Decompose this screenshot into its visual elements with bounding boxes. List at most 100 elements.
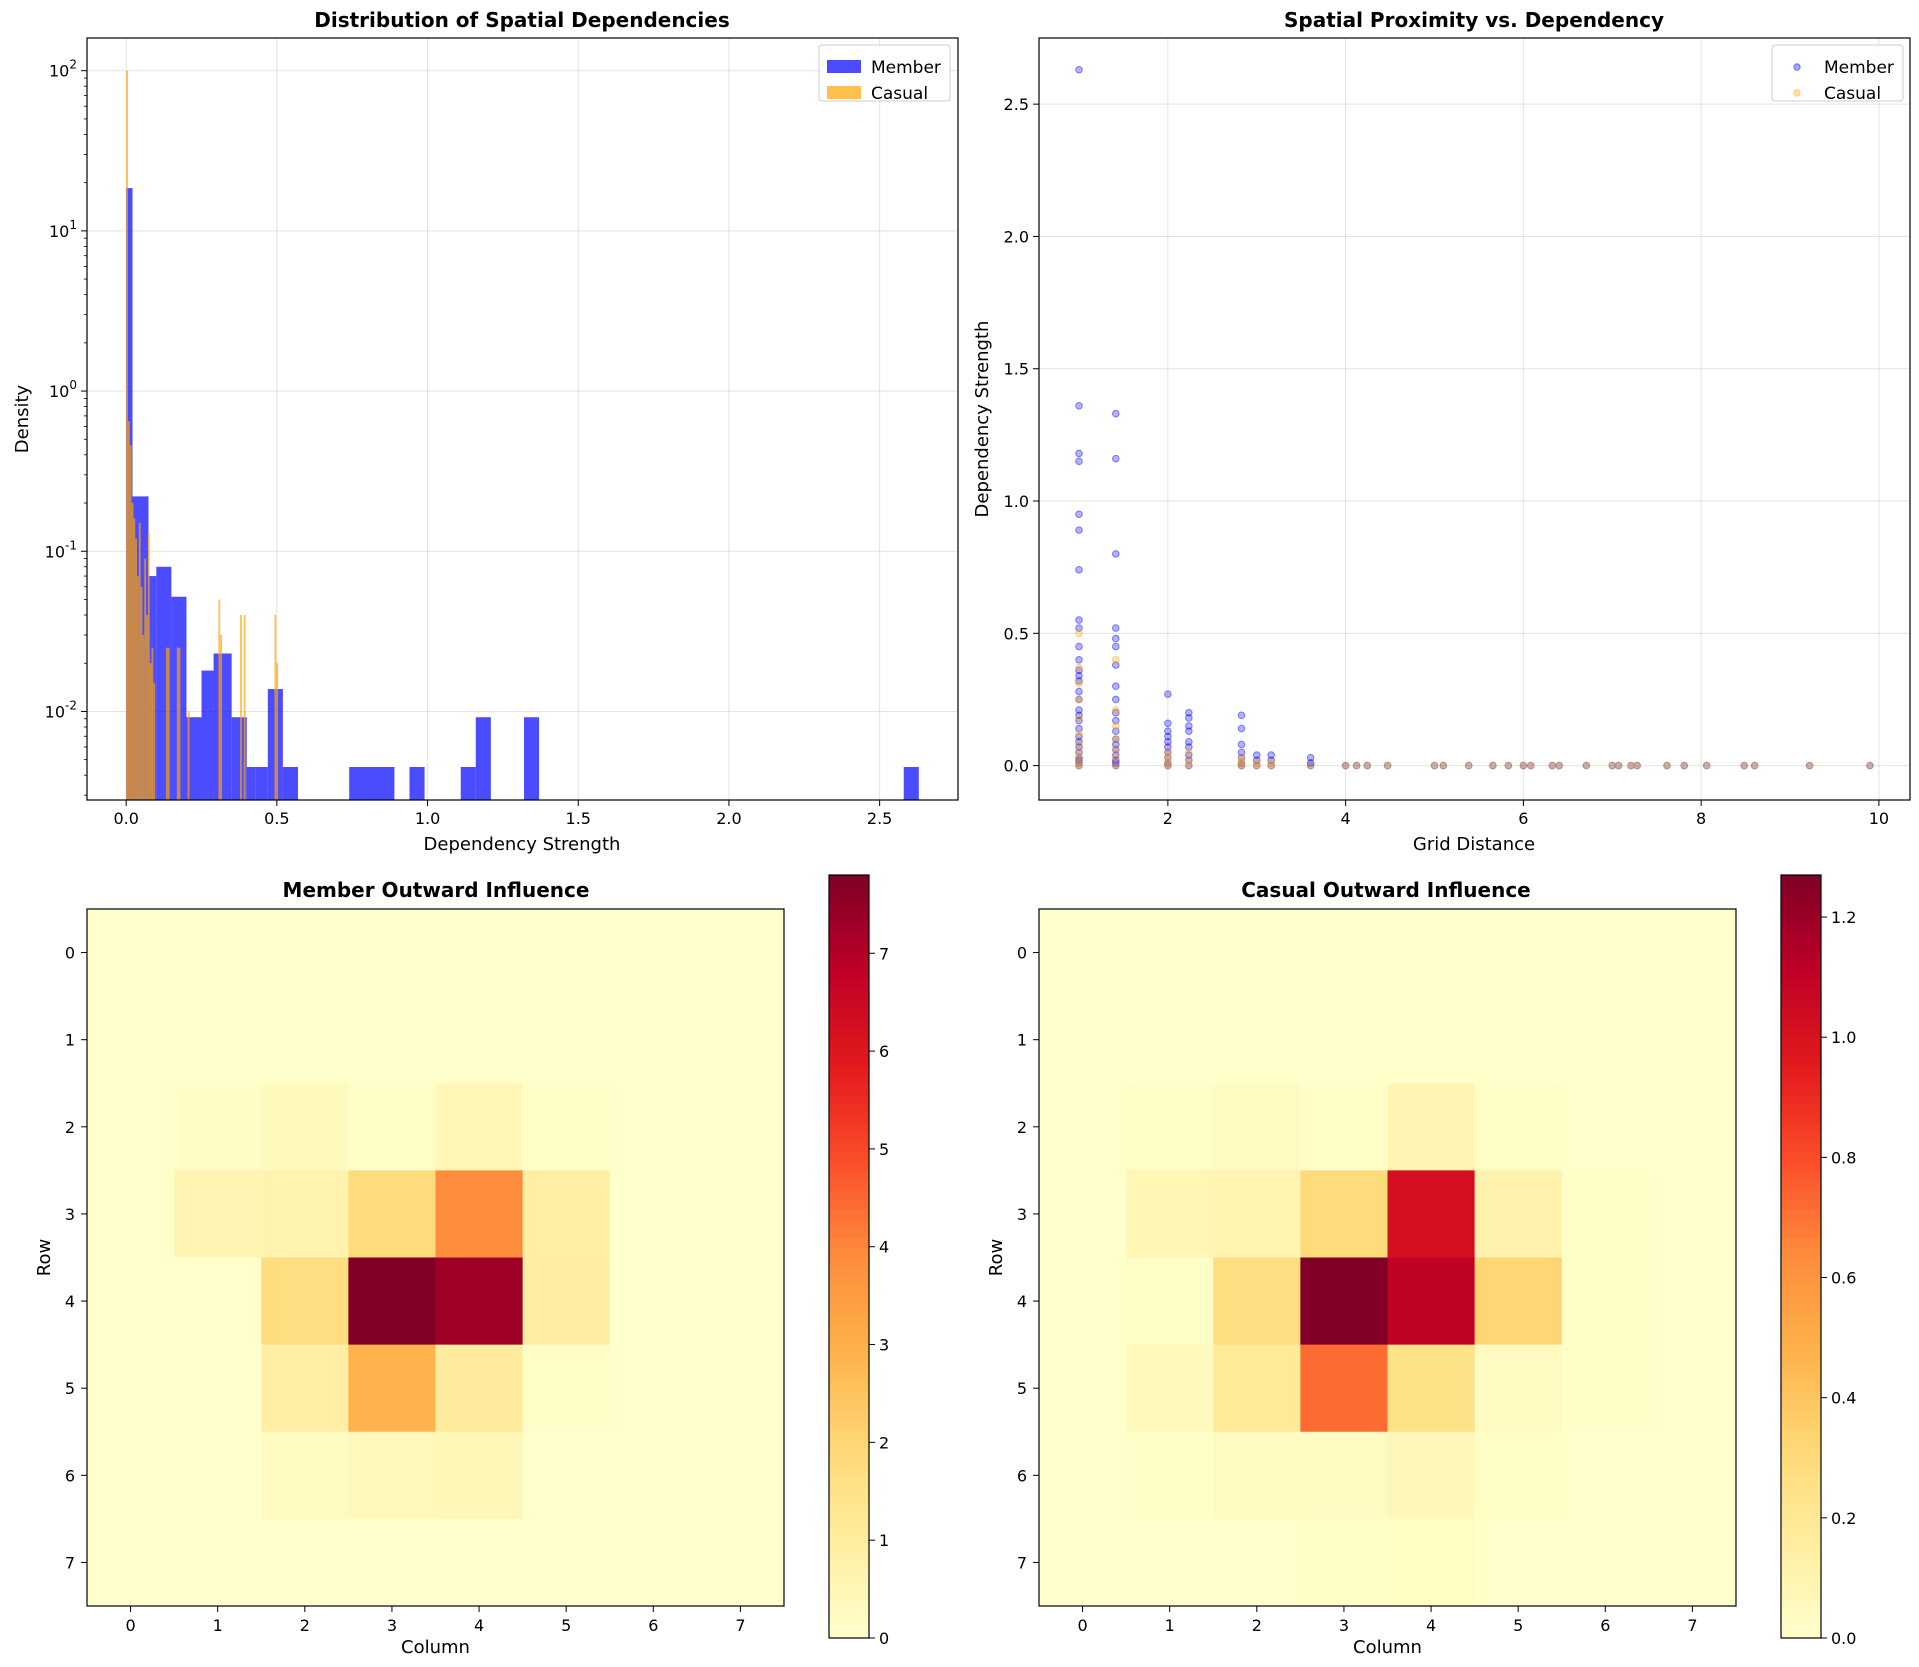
- member-heatmap-cell: [522, 1518, 611, 1607]
- member-heatmap-colorbar-segment: [829, 1199, 869, 1210]
- casual-heatmap-colorbar-segment: [1781, 1351, 1821, 1363]
- scatter-point-casual: [1111, 706, 1120, 714]
- casual-heatmap-xtick-label: 3: [1339, 1616, 1349, 1635]
- member-heatmap-colorbar-segment: [829, 1323, 869, 1334]
- casual-heatmap-colorbar-segment: [1781, 1447, 1821, 1458]
- casual-heatmap-colorbar-segment: [1781, 1428, 1821, 1439]
- casual-heatmap-colorbar-segment: [1781, 1561, 1821, 1572]
- member-heatmap-cell: [522, 1344, 611, 1433]
- casual-heatmap-colorbar-segment: [1781, 1418, 1821, 1429]
- casual-heatmap-colorbar-segment: [1781, 1370, 1821, 1382]
- member-heatmap-cell: [87, 996, 175, 1084]
- member-heatmap-cell: [261, 1518, 349, 1607]
- hist-bar-casual: [144, 558, 147, 800]
- member-heatmap-colorbar-segment: [829, 1351, 869, 1363]
- casual-heatmap-cell: [1213, 1431, 1301, 1520]
- member-heatmap-cell: [435, 909, 524, 997]
- hist-xtick-label: 1.0: [415, 809, 440, 828]
- scatter-point-member: [1111, 745, 1120, 754]
- scatter-point-member: [1185, 743, 1193, 751]
- member-heatmap-cell: [348, 1170, 436, 1258]
- scatter-point-member: [1185, 714, 1193, 722]
- hist-bar-casual: [167, 647, 170, 800]
- casual-heatmap-colorbar-segment: [1781, 1437, 1821, 1448]
- member-heatmap-cell: [348, 909, 436, 997]
- hist-bar-casual: [146, 615, 148, 800]
- scatter-point-member: [1164, 727, 1172, 736]
- scatter-point-member: [1237, 740, 1246, 749]
- scatter-point-casual: [1439, 761, 1448, 770]
- member-heatmap-colorbar-segment: [829, 1475, 869, 1486]
- casual-heatmap-colorbar-segment: [1781, 1504, 1821, 1515]
- member-heatmap-colorbar-segment: [829, 1437, 869, 1448]
- casual-heatmap-cell: [1648, 1518, 1737, 1607]
- member-heatmap-cell: [87, 1518, 175, 1607]
- casual-heatmap-colorbar-segment: [1781, 1180, 1821, 1191]
- scatter-point-member: [1075, 449, 1083, 458]
- casual-heatmap-cell: [1561, 1344, 1650, 1433]
- member-heatmap-colorbar-segment: [829, 1485, 869, 1496]
- casual-heatmap-colorbar-segment: [1781, 970, 1821, 981]
- member-heatmap-colorbar-segment: [829, 1151, 869, 1162]
- scatter-point-member: [1252, 756, 1261, 765]
- member-heatmap-cell: [87, 1431, 175, 1520]
- hist-bar-member: [460, 766, 476, 800]
- casual-heatmap-colorbar-segment: [1781, 1590, 1821, 1601]
- hist-plot-frame: [86, 37, 959, 801]
- member-heatmap-colorbar-segment: [829, 1237, 869, 1248]
- member-heatmap-cell: [261, 1083, 349, 1171]
- member-heatmap-cell: [696, 1170, 785, 1258]
- member-heatmap-colorbar-segment: [829, 1256, 869, 1267]
- scatter-point-member: [1185, 722, 1193, 730]
- casual-heatmap-cell: [1300, 1431, 1388, 1520]
- member-heatmap-xtick-label: 3: [387, 1616, 397, 1635]
- member-heatmap-colorbar-segment: [829, 989, 869, 1000]
- member-heatmap-colorbar-segment: [829, 1590, 869, 1601]
- scatter-point-casual: [1627, 761, 1635, 770]
- member-heatmap-cell: [435, 1257, 524, 1346]
- member-heatmap-colorbar-segment: [829, 922, 869, 933]
- scatter-point-member: [1164, 743, 1172, 751]
- casual-heatmap-cell: [1648, 1083, 1737, 1171]
- casual-heatmap-colorbar-segment: [1781, 1218, 1821, 1229]
- scatter-point-casual: [1341, 761, 1350, 770]
- hist-xtick-label: 0.0: [113, 809, 138, 828]
- scatter-point-member: [1237, 748, 1246, 757]
- member-heatmap-cell: [174, 1344, 262, 1433]
- casual-heatmap-colorbar-segment: [1781, 1275, 1821, 1286]
- scatter-point-member: [1075, 761, 1083, 770]
- casual-heatmap-xtick-label: 0: [1077, 1616, 1087, 1635]
- member-heatmap-cell: [696, 996, 785, 1084]
- member-heatmap-colorbar-segment: [829, 1466, 869, 1477]
- casual-heatmap-colorbar-segment: [1781, 1494, 1821, 1506]
- member-heatmap-cell: [696, 1518, 785, 1607]
- casual-heatmap-cell: [1300, 1257, 1388, 1346]
- member-heatmap-ytick-label: 0: [65, 944, 75, 963]
- member-heatmap-cell: [696, 1257, 785, 1346]
- casual-heatmap-colorbar-segment: [1781, 922, 1821, 933]
- hist-bar-casual: [131, 503, 134, 800]
- casual-heatmap-cell: [1213, 1170, 1301, 1258]
- member-heatmap-cell: [435, 1083, 524, 1171]
- casual-heatmap-colorbar-segment: [1781, 1380, 1821, 1391]
- member-heatmap-cell: [174, 1518, 262, 1607]
- scatter-point-casual: [1352, 761, 1361, 770]
- hist-ytick-label: 102: [49, 58, 77, 81]
- member-heatmap-colorbar-segment: [829, 1533, 869, 1544]
- casual-heatmap-ytick-label: 1: [1017, 1031, 1027, 1050]
- hist-bar-casual: [129, 445, 132, 800]
- scatter-point-casual: [1526, 761, 1535, 770]
- hist-bar-casual: [151, 647, 154, 800]
- scatter-point-casual: [1582, 761, 1591, 770]
- member-heatmap-xtick-label: 5: [561, 1616, 571, 1635]
- casual-heatmap-colorbar-segment: [1781, 903, 1821, 914]
- hist-bar-casual: [240, 615, 242, 800]
- scatter-point-casual: [1252, 761, 1261, 770]
- legend-swatch-casual: [827, 86, 861, 99]
- scatter-point-casual: [1075, 679, 1083, 688]
- member-heatmap-colorbar-segment: [829, 1418, 869, 1429]
- scatter-point-member: [1075, 624, 1083, 632]
- casual-heatmap-cell: [1039, 1170, 1127, 1258]
- hist-bar-casual: [274, 615, 277, 800]
- hist-ytick-label: 10-2: [45, 698, 77, 721]
